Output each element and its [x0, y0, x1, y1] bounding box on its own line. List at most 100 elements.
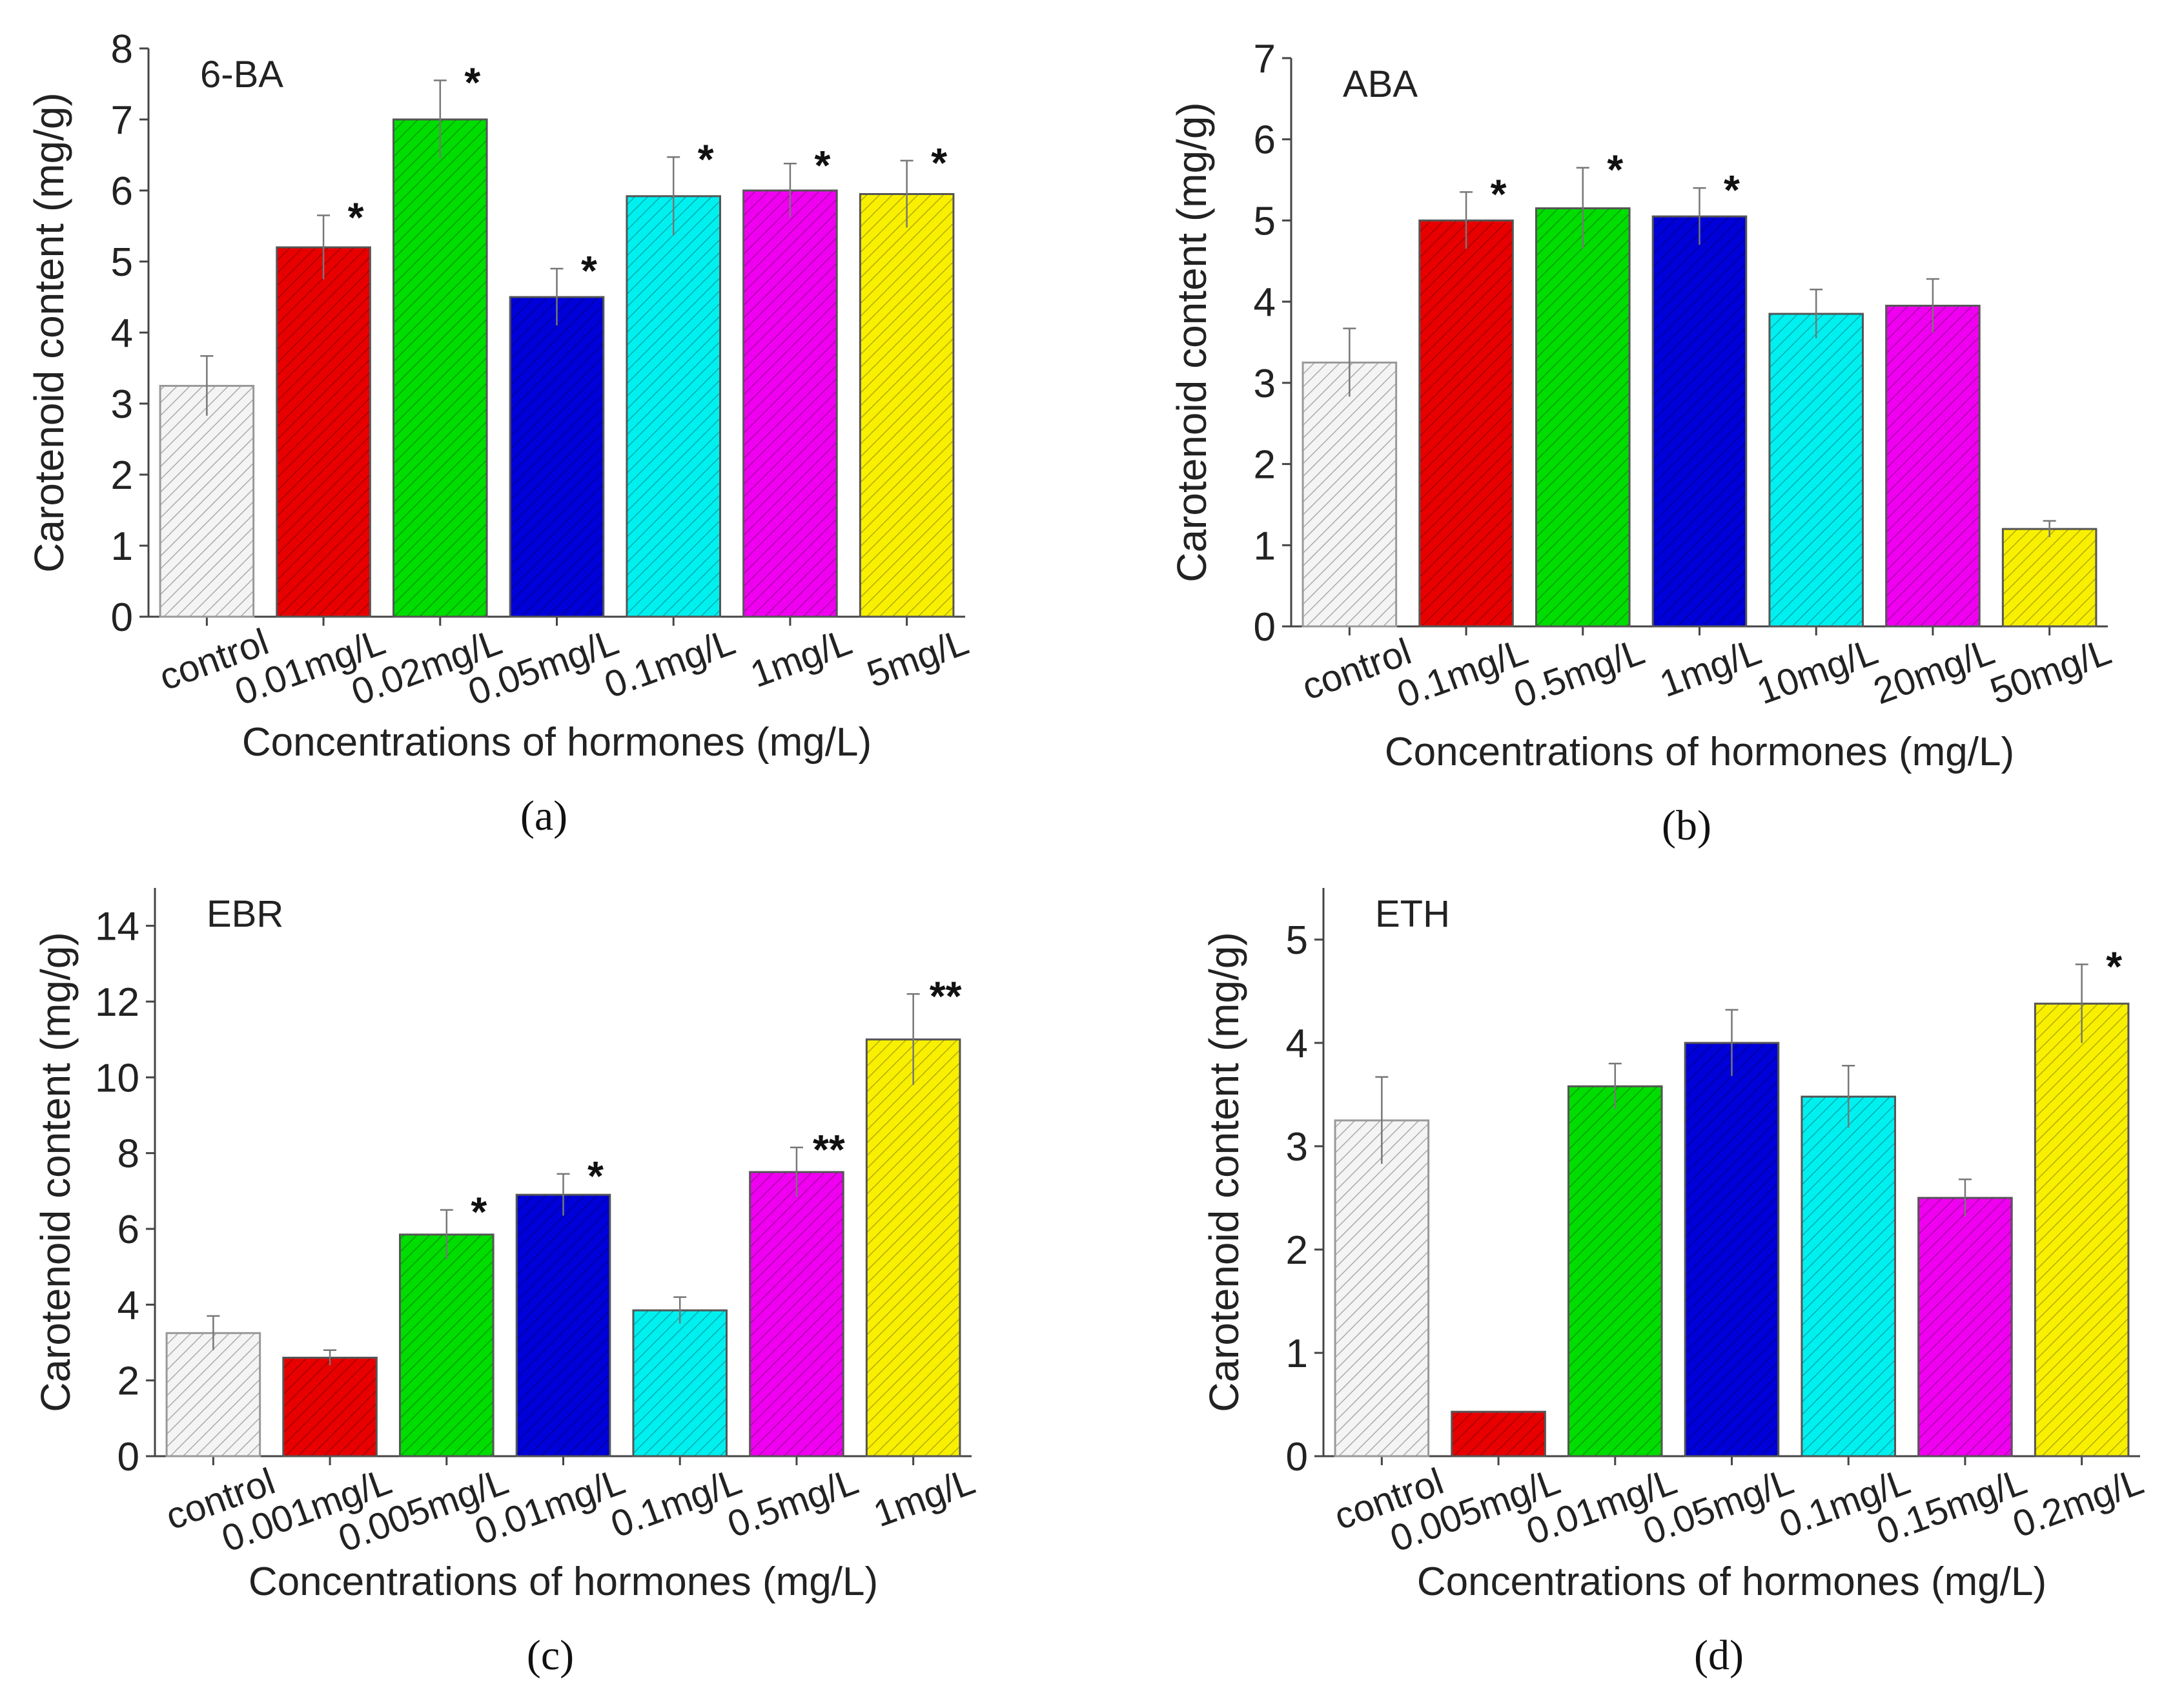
chart-title: ABA [1343, 63, 1418, 105]
bar [276, 246, 371, 618]
y-axis-label: Carotenoid content (mg/g) [1169, 102, 1215, 582]
x-tick-label: 1mg/L [745, 621, 857, 695]
bar [1535, 207, 1631, 628]
bar [626, 195, 722, 618]
x-tick-label: 0.1mg/L [606, 1460, 747, 1546]
y-tick-label: 5 [111, 240, 133, 285]
panel-d: 0 1 2 3 4 5 ETH Carotenoid content (mg/g) contro… [1175, 839, 2184, 1689]
panel-label: (d) [1694, 1632, 1744, 1679]
significance-marker: * [2106, 943, 2122, 989]
chart-title: ETH [1375, 893, 1450, 935]
y-tick-label: 7 [1254, 37, 1276, 81]
significance-marker: * [698, 136, 714, 182]
x-tick-label: 10mg/L [1751, 630, 1883, 712]
significance-marker: ** [930, 973, 962, 1019]
y-tick-label: 1 [1254, 524, 1276, 568]
y-tick-label: 7 [111, 98, 133, 143]
panel-c: 0 2 4 6 8 10 12 14 EBR Carotenoid content (mg/g) c… [6, 839, 1097, 1689]
significance-marker: * [1607, 147, 1623, 193]
significance-marker: * [1724, 167, 1740, 213]
significance-marker: * [471, 1189, 487, 1235]
panel-a: 0 1 2 3 4 5 6 7 8 6-BA Carotenoid content (mg/g) co… [0, 0, 1091, 849]
bar [1768, 313, 1864, 628]
bar [742, 189, 838, 618]
chart-title: 6-BA [200, 54, 283, 96]
bar [1418, 219, 1514, 628]
bar [282, 1356, 378, 1457]
x-axis-label: Concentrations of hormones (mg/L) [242, 720, 872, 765]
bar [632, 1309, 728, 1457]
x-tick-label: 0.5mg/L [722, 1460, 864, 1546]
y-tick-label: 12 [95, 980, 139, 1025]
y-tick-label: 8 [117, 1132, 139, 1177]
bar [1567, 1085, 1663, 1457]
y-tick-label: 3 [111, 382, 133, 427]
y-tick-label: 14 [95, 905, 139, 949]
bar [2034, 1002, 2130, 1457]
panel-label: (b) [1662, 802, 1711, 849]
y-tick-label: 4 [1286, 1022, 1308, 1066]
x-tick-label: 1mg/L [1655, 630, 1767, 705]
y-tick-label: 6 [111, 169, 133, 214]
y-tick-label: 0 [111, 595, 133, 640]
x-axis-label: Concentrations of hormones (mg/L) [1385, 730, 2014, 774]
y-tick-label: 2 [117, 1359, 139, 1404]
panel-b: 0 1 2 3 4 5 6 7 ABA Carotenoid content (mg/g) cont… [1143, 10, 2184, 859]
y-tick-label: 3 [1254, 362, 1276, 406]
significance-marker: * [587, 1153, 604, 1199]
bar [509, 296, 605, 618]
significance-marker: * [581, 247, 597, 294]
chart-title: EBR [207, 893, 283, 935]
y-tick-label: 6 [1254, 118, 1276, 163]
x-tick-label: 0.2mg/L [2007, 1460, 2148, 1546]
y-tick-label: 5 [1254, 199, 1276, 243]
y-axis-label: Carotenoid content (mg/g) [26, 92, 72, 573]
x-tick-label: 5mg/L [862, 621, 974, 695]
bar [393, 118, 488, 618]
significance-marker: * [464, 59, 480, 106]
bar [1917, 1197, 2013, 1457]
y-tick-label: 0 [1254, 605, 1276, 650]
y-tick-label: 0 [1286, 1435, 1308, 1479]
y-axis-label: Carotenoid content (mg/g) [1201, 932, 1247, 1412]
x-axis-label: Concentrations of hormones (mg/L) [249, 1560, 878, 1604]
bar [1334, 1119, 1430, 1457]
y-tick-label: 10 [95, 1056, 139, 1100]
x-tick-label: 0.1mg/L [1392, 630, 1533, 716]
bar [2001, 528, 2097, 628]
y-axis-label: Carotenoid content (mg/g) [32, 932, 79, 1412]
y-tick-label: 1 [111, 524, 133, 569]
y-tick-label: 3 [1286, 1125, 1308, 1169]
bar [1801, 1095, 1897, 1457]
bar [159, 385, 255, 618]
panel-label: (a) [520, 792, 567, 839]
bar [859, 193, 955, 618]
y-tick-label: 1 [1286, 1332, 1308, 1376]
x-tick-label: 1mg/L [868, 1460, 981, 1535]
bar [515, 1193, 611, 1457]
x-tick-label: 50mg/L [1985, 630, 2116, 712]
significance-marker: * [1491, 170, 1507, 217]
bar [749, 1171, 844, 1457]
x-axis-label: Concentrations of hormones (mg/L) [1417, 1560, 2046, 1604]
bar [1301, 361, 1398, 628]
y-tick-label: 2 [1254, 443, 1276, 488]
x-tick-label: 0.1mg/L [599, 621, 740, 706]
y-tick-label: 8 [111, 27, 133, 72]
y-tick-label: 2 [1286, 1228, 1308, 1273]
significance-marker: * [348, 194, 364, 241]
y-tick-label: 6 [117, 1208, 139, 1252]
significance-marker: ** [813, 1126, 845, 1173]
bar [1651, 215, 1748, 628]
significance-marker: * [931, 139, 947, 186]
bar [1885, 304, 1981, 628]
y-tick-label: 5 [1286, 918, 1308, 963]
bar [165, 1332, 261, 1457]
x-tick-label: 0.5mg/L [1508, 630, 1649, 716]
x-tick-label: 20mg/L [1868, 630, 2000, 712]
y-tick-label: 2 [111, 453, 133, 498]
